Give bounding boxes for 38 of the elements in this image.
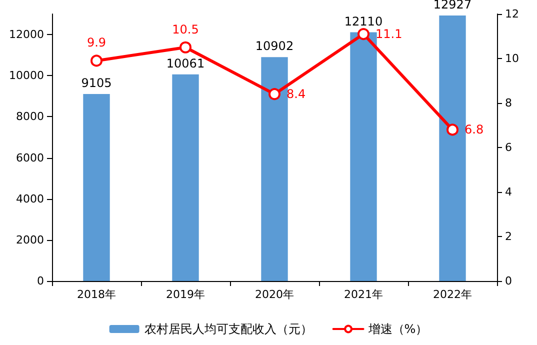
y2-tick-label: 0: [505, 274, 512, 288]
y-tick-label: 4000: [16, 192, 44, 206]
legend-label: 农村居民人均可支配收入（元）: [144, 322, 312, 336]
y2-tick-label: 6: [505, 141, 512, 154]
x-tick-label: 2019年: [166, 288, 205, 301]
bar: [439, 16, 466, 281]
data-label: 10.5: [172, 22, 199, 36]
data-label: 9105: [81, 76, 112, 90]
point: [446, 124, 458, 136]
x-tick-label: 2021年: [344, 288, 383, 301]
bar: [83, 94, 110, 281]
data-label: 10902: [255, 39, 294, 54]
legend-label: 增速（%）: [367, 322, 428, 336]
point: [268, 88, 280, 100]
bar: [261, 57, 288, 281]
y2-tick-label: 2: [505, 230, 512, 243]
data-label: 10061: [166, 56, 205, 70]
x-tick-label: 2018年: [77, 288, 116, 301]
y-tick-label: 0: [37, 274, 44, 288]
bar: [172, 74, 199, 281]
y-tick-label: 10000: [9, 69, 44, 82]
y-tick-label: 8000: [16, 110, 44, 124]
y-tick-label: 2000: [16, 233, 44, 246]
x-tick-label: 2022年: [433, 288, 472, 301]
y-tick-label: 12000: [9, 28, 44, 42]
point: [90, 54, 102, 67]
y2-tick-label: 10: [505, 52, 519, 65]
y-tick-label: 6000: [16, 151, 44, 164]
x-tick-label: 2020年: [255, 288, 294, 301]
point: [358, 28, 370, 40]
data-label: 9.9: [86, 36, 106, 50]
y2-tick-label: 8: [505, 96, 512, 110]
point: [180, 41, 192, 54]
y2-tick-label: 4: [505, 186, 512, 198]
data-label: 11.1: [376, 27, 402, 42]
data-label: 12110: [344, 14, 383, 28]
bar: [350, 32, 377, 281]
y2-tick-label: 12: [505, 8, 519, 20]
